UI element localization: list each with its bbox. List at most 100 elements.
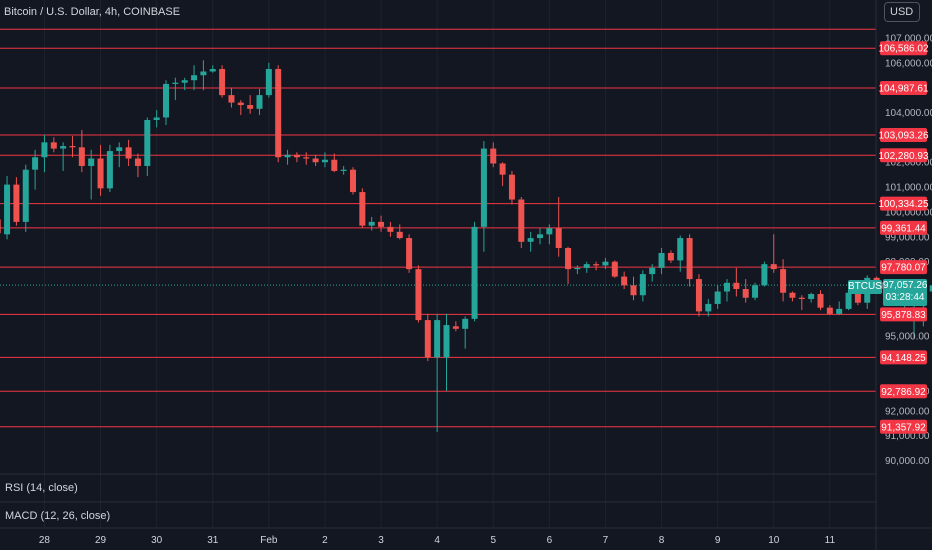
level-label-3: 103,093.26: [878, 131, 928, 142]
candle-body-47: [415, 269, 422, 321]
candle-body-27: [228, 95, 235, 103]
price-pane[interactable]: [0, 0, 876, 528]
candle-body-32: [275, 69, 282, 158]
level-label-bg-2: [880, 80, 927, 95]
candle-body-52: [462, 318, 469, 329]
level-label-bg-8: [880, 307, 927, 322]
x-tick-label-1: 29: [95, 535, 107, 546]
candle-body-91: [826, 307, 833, 314]
candle-body-77: [695, 279, 702, 312]
candle-body-44: [387, 226, 394, 232]
candle-body-34: [293, 154, 300, 158]
candle-body-21: [172, 82, 179, 84]
candle-body-42: [368, 221, 375, 226]
x-tick-label-0: 28: [39, 535, 51, 546]
candle-body-76: [686, 238, 693, 280]
price-axis[interactable]: 107,000.00 106,000.00 104,000.00 102,000.00…: [878, 33, 932, 467]
level-label-bg-5: [880, 196, 927, 211]
currency-button[interactable]: USD: [884, 2, 920, 22]
x-tick-label-7: 4: [434, 535, 440, 546]
level-label-6: 99,361.44: [881, 223, 926, 234]
candle-body-50: [443, 325, 450, 358]
candle-body-87: [789, 292, 796, 298]
candle-body-9: [60, 146, 67, 149]
level-label-4: 102,280.93: [878, 151, 928, 162]
candle-body-39: [340, 169, 347, 171]
candle-body-5: [22, 169, 29, 222]
candle-body-86: [780, 269, 787, 293]
level-label-8: 95,878.83: [881, 310, 926, 321]
candle-body-3: [4, 184, 11, 235]
y-tick-label-12: 90,000.00: [885, 456, 930, 467]
candle-body-41: [359, 192, 366, 226]
candle-body-18: [144, 119, 151, 166]
candle-body-68: [611, 261, 618, 277]
candle-body-24: [200, 71, 207, 76]
candle-body-10: [69, 146, 76, 148]
candle-body-55: [490, 148, 497, 164]
candle-body-37: [321, 159, 328, 163]
x-tick-label-4: Feb: [260, 535, 278, 546]
candle-body-12: [88, 158, 95, 166]
candle-body-22: [181, 80, 188, 83]
x-tick-label-12: 9: [715, 535, 721, 546]
candle-body-13: [97, 158, 104, 189]
level-label-bg-11: [880, 419, 927, 434]
candle-body-26: [219, 69, 226, 96]
y-tick-label-5: 100,000.00: [885, 207, 932, 218]
x-tick-label-8: 5: [490, 535, 496, 546]
level-label-bg-7: [880, 260, 927, 275]
last-price-tag: 97,057.26 03:28:44: [883, 279, 928, 306]
y-tick-label-0: 107,000.00: [885, 33, 932, 44]
bar-countdown: 03:28:44: [885, 292, 925, 303]
level-label-9: 94,148.25: [881, 353, 926, 364]
y-tick-label-6: 99,000.00: [885, 232, 930, 243]
candle-body-74: [667, 252, 674, 261]
y-tick-label-1: 106,000.00: [885, 58, 932, 69]
candle-body-19: [153, 117, 160, 120]
candle-body-81: [733, 282, 740, 290]
level-label-2: 104,987.61: [878, 83, 928, 94]
level-label-bg-4: [880, 148, 927, 163]
y-tick-label-8: 95,000.00: [885, 332, 930, 343]
candle-body-71: [639, 274, 646, 296]
candle-body-49: [434, 320, 441, 358]
candle-body-7: [41, 142, 48, 158]
candle-body-29: [247, 105, 254, 109]
candle-body-40: [350, 169, 356, 193]
x-tick-label-10: 7: [603, 535, 609, 546]
candle-body-88: [798, 297, 805, 299]
level-label-10: 92,786.92: [881, 387, 926, 398]
candle-body-89: [808, 293, 815, 299]
candle-body-23: [191, 75, 198, 81]
candle-body-17: [134, 158, 141, 166]
time-axis[interactable]: 28 29 30 31 Feb 2 3 4 5 6 7 8 9 10 11: [39, 535, 836, 546]
candle-body-56: [499, 163, 506, 175]
candle-body-43: [378, 221, 385, 227]
candle-body-38: [331, 159, 338, 171]
candle-body-83: [752, 285, 759, 298]
level-label-bg-3: [880, 128, 927, 143]
macd-indicator-label[interactable]: MACD (12, 26, close): [5, 510, 111, 522]
candle-body-102: [929, 285, 932, 292]
candle-body-20: [163, 83, 169, 118]
level-label-bg-1: [880, 41, 927, 56]
candle-body-94: [854, 292, 861, 303]
candle-body-60: [537, 234, 543, 239]
candle-body-63: [565, 248, 572, 270]
candle-body-93: [845, 292, 852, 309]
candle-body-31: [265, 69, 272, 96]
candle-body-33: [284, 154, 291, 158]
level-label-bg-6: [880, 220, 927, 235]
candle-body-66: [593, 264, 600, 266]
level-label-5: 100,334.25: [878, 199, 928, 210]
rsi-indicator-label[interactable]: RSI (14, close): [5, 482, 78, 494]
candle-body-25: [209, 69, 216, 72]
x-tick-label-14: 11: [825, 535, 836, 546]
candle-body-36: [312, 158, 319, 163]
candle-body-82: [742, 289, 749, 298]
candle-body-8: [50, 142, 57, 149]
candle-body-72: [649, 267, 656, 275]
candle-body-90: [817, 293, 824, 308]
